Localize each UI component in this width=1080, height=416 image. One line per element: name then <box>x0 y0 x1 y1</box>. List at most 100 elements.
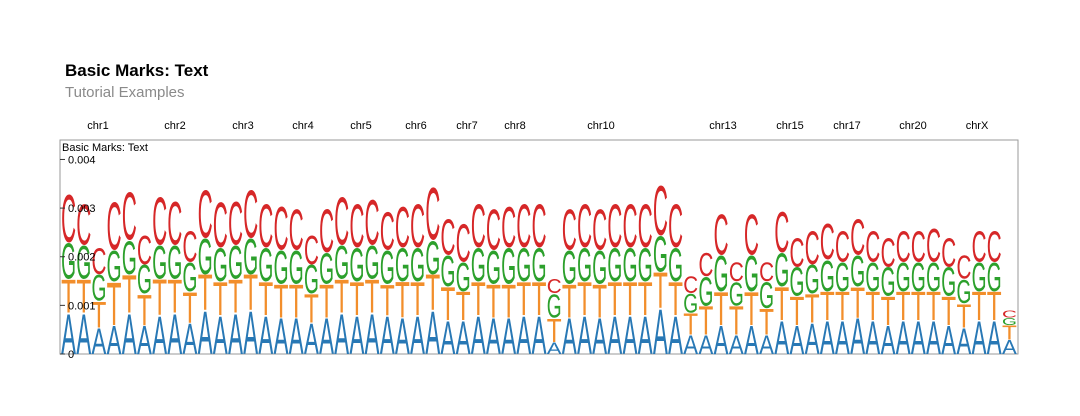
logo-letter-A: A <box>941 317 956 363</box>
logo-letter-A: A <box>698 331 713 361</box>
logo-letter-A: A <box>365 304 380 367</box>
logo-letter-T: T <box>365 270 380 323</box>
chromosome-label-chr10: chr10 <box>587 120 615 132</box>
logo-letter-G: G <box>395 238 410 292</box>
logo-letter-G: G <box>744 246 759 303</box>
logo-letter-C: C <box>820 215 835 271</box>
logo-letter-T: T <box>274 275 289 328</box>
track-frame <box>59 139 1019 355</box>
logo-letter-T: T <box>76 270 91 323</box>
logo-letter-A: A <box>668 306 683 366</box>
logo-letter-A: A <box>274 310 289 366</box>
logo-letter-T: T <box>471 272 486 325</box>
chromosome-label-chr20: chr20 <box>899 120 927 132</box>
logo-letter-C: C <box>441 210 456 266</box>
logo-letter-A: A <box>956 321 971 362</box>
logo-letter-G: G <box>349 238 364 292</box>
logo-letter-A: A <box>441 312 456 364</box>
logo-letter-C: C <box>759 257 774 287</box>
logo-letter-G: G <box>274 240 289 294</box>
logo-letter-T: T <box>607 272 622 325</box>
logo-letter-T: T <box>410 272 425 325</box>
logo-letter-A: A <box>774 312 789 364</box>
logo-letter-A: A <box>289 310 304 366</box>
logo-letter-C: C <box>850 210 865 266</box>
logo-letter-T: T <box>289 275 304 328</box>
logo-letter-A: A <box>198 300 213 368</box>
y-tick-label: 0.001 <box>68 300 96 312</box>
logo-letter-T: T <box>896 285 911 330</box>
logo-letter-C: C <box>698 246 713 283</box>
logo-letter-C: C <box>395 196 410 260</box>
logo-letter-A: A <box>1002 336 1018 359</box>
logo-letter-T: T <box>956 297 971 335</box>
logo-letter-G: G <box>425 230 440 284</box>
logo-letter-T: T <box>911 285 926 330</box>
logo-letter-G: G <box>380 240 395 294</box>
logo-letter-A: A <box>592 310 607 366</box>
logo-letter-T: T <box>122 264 137 325</box>
logo-letter-A: A <box>501 310 516 366</box>
logo-letter-A: A <box>107 317 122 363</box>
logo-letter-A: A <box>562 310 577 366</box>
logo-letter-C: C <box>653 172 668 251</box>
logo-letter-C: C <box>228 190 243 258</box>
chromosome-label-chr15: chr15 <box>776 120 804 132</box>
logo-letter-A: A <box>122 304 137 367</box>
logo-letter-T: T <box>835 285 850 330</box>
chromosome-label-chr4: chr4 <box>292 120 313 132</box>
logo-letter-G: G <box>623 238 638 292</box>
logo-letter-G: G <box>198 229 213 286</box>
logo-letter-T: T <box>516 272 531 325</box>
logo-letter-G: G <box>501 238 516 295</box>
y-axis: 0 0.001 0.002 0.003 0.004 <box>60 154 96 361</box>
logo-letter-C: C <box>577 192 592 260</box>
logo-letter-G: G <box>456 254 471 300</box>
logo-letter-A: A <box>805 316 820 364</box>
logo-letter-G: G <box>774 243 789 297</box>
logo-letter-A: A <box>167 304 182 367</box>
logo-letter-C: C <box>61 181 76 257</box>
logo-letter-G: G <box>304 256 319 302</box>
logo-letter-G: G <box>92 268 107 309</box>
logo-letter-G: G <box>107 242 122 291</box>
logo-letter-C: C <box>972 223 987 272</box>
logo-letter-T: T <box>304 287 319 332</box>
logo-letter-T: T <box>698 299 713 344</box>
logo-letter-C: C <box>729 257 744 287</box>
logo-letter-C: C <box>319 197 334 265</box>
logo-letter-G: G <box>319 245 334 294</box>
logo-letter-A: A <box>850 310 865 366</box>
logo-letter-A: A <box>896 312 911 364</box>
logo-letter-G: G <box>956 272 971 310</box>
logo-letter-T: T <box>349 272 364 325</box>
logo-letter-A: A <box>972 312 987 364</box>
logo-letter-A: A <box>319 310 334 366</box>
logo-letter-C: C <box>167 190 182 258</box>
logo-letter-G: G <box>334 235 349 289</box>
logo-letter-G: G <box>76 235 91 289</box>
logo-marks: ATGCATGCATGCATGCATGCATGCATGCATGCATGCATGC… <box>61 172 1017 368</box>
logo-letter-T: T <box>167 270 182 323</box>
logo-letter-C: C <box>410 192 425 260</box>
logo-letter-T: T <box>532 272 547 325</box>
logo-letter-G: G <box>941 259 956 305</box>
logo-letter-A: A <box>865 312 880 364</box>
logo-letter-T: T <box>547 312 562 350</box>
logo-letter-G: G <box>532 238 547 292</box>
logo-letter-T: T <box>744 282 759 335</box>
logo-letter-G: G <box>683 288 698 318</box>
logo-letter-C: C <box>790 230 805 275</box>
logo-letter-G: G <box>137 256 152 302</box>
logo-letter-A: A <box>881 317 896 363</box>
logo-letter-C: C <box>92 242 107 283</box>
logo-letter-C: C <box>956 248 971 285</box>
logo-letter-A: A <box>456 312 471 364</box>
logo-letter-T: T <box>683 307 698 341</box>
y-tick-label: 0.003 <box>68 203 96 215</box>
logo-letter-C: C <box>623 192 638 260</box>
logo-letter-C: C <box>926 219 941 272</box>
logo-letter-C: C <box>881 230 896 275</box>
logo-letter-A: A <box>92 321 107 362</box>
chromosome-label-chr6: chr6 <box>405 120 426 132</box>
